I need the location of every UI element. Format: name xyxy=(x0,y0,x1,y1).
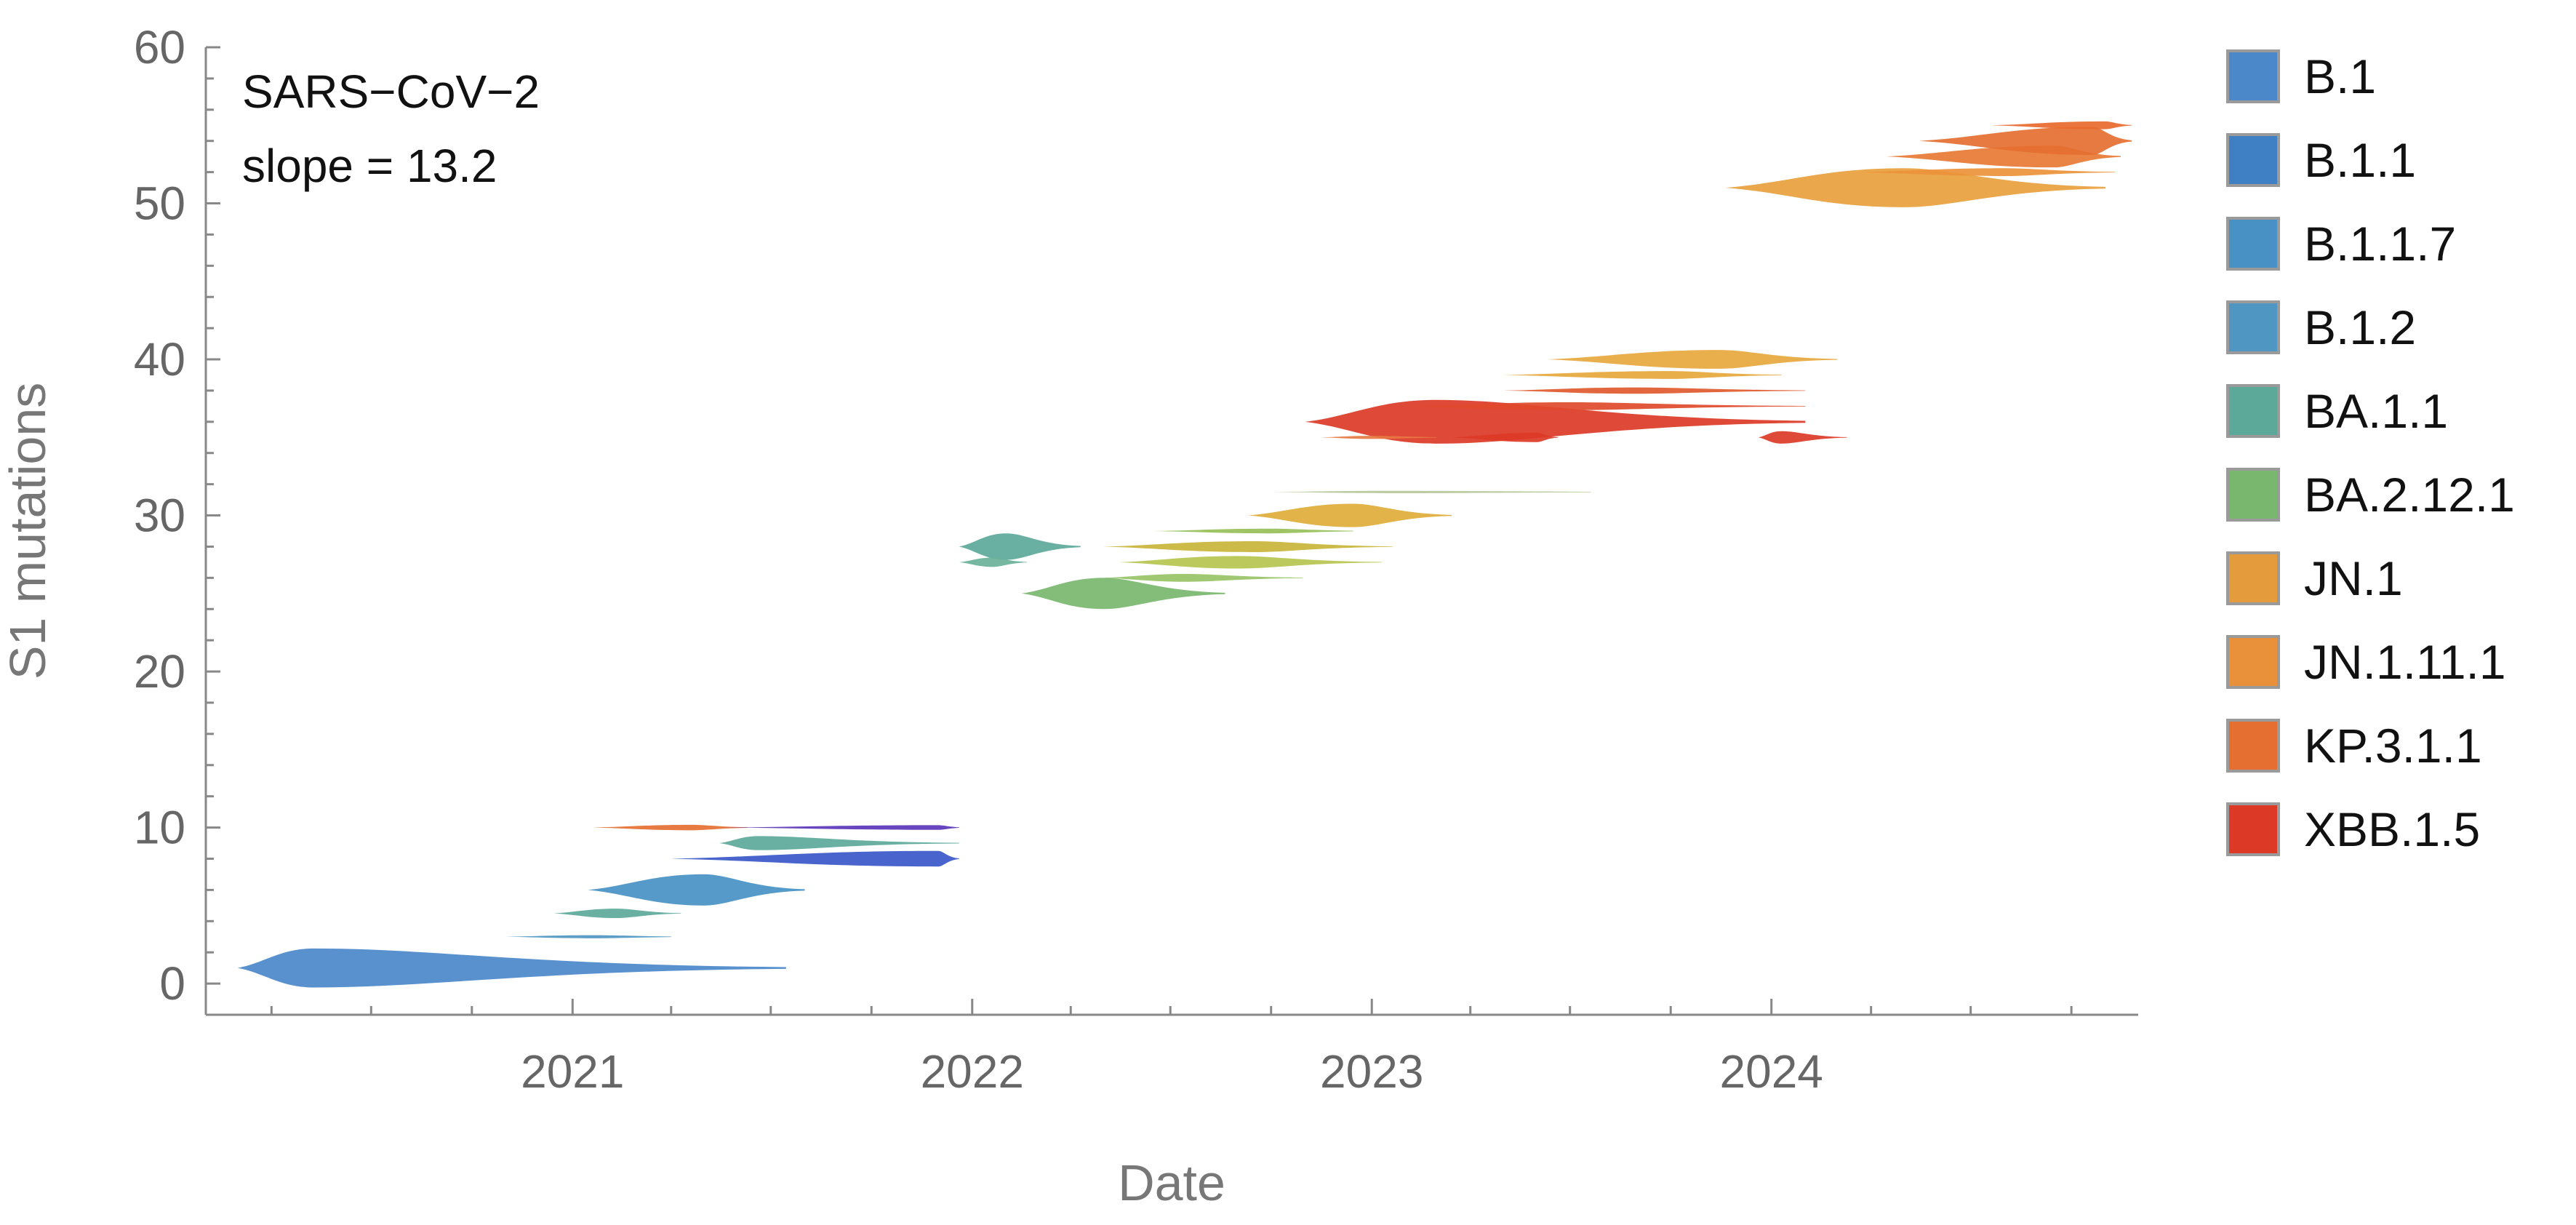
lineage-0 xyxy=(237,948,786,988)
lineage-7 xyxy=(724,825,959,830)
legend-label: JN.1.11.1 xyxy=(2304,635,2506,689)
y-tick-label: 30 xyxy=(134,490,185,542)
y-tick-label: 0 xyxy=(159,957,185,1010)
x-tick-label: 2021 xyxy=(521,1045,624,1098)
lineage-10 xyxy=(1021,578,1225,610)
lineage-5 xyxy=(719,836,959,850)
lineage-3 xyxy=(588,874,805,906)
y-tick-label: 40 xyxy=(134,333,185,386)
lineage-26 xyxy=(1857,168,2116,176)
y-tick-label: 20 xyxy=(134,645,185,698)
lineage-8 xyxy=(959,533,1081,560)
lineage-29 xyxy=(1991,121,2132,129)
legend-swatch xyxy=(2226,719,2280,773)
legend-swatch xyxy=(2226,300,2280,354)
lineage-23 xyxy=(1547,350,1838,369)
lineage-28 xyxy=(1919,127,2132,156)
legend-label: JN.1 xyxy=(2304,551,2403,605)
legend-swatch xyxy=(2226,49,2280,103)
lineage-22 xyxy=(1503,371,1782,379)
x-tick-label: 2023 xyxy=(1320,1045,1423,1098)
legend: B.1 B.1.1 B.1.1.7 B.1.2 BA.1.1 BA.2.12.1 JN.1 J… xyxy=(2226,49,2515,856)
lineage-18 xyxy=(1320,436,1437,439)
lineage-20 xyxy=(1405,402,1806,410)
legend-swatch xyxy=(2226,384,2280,438)
legend-label: BA.2.12.1 xyxy=(2304,468,2515,522)
lineage-15 xyxy=(1248,503,1452,527)
lineage-25 xyxy=(1725,168,2105,207)
x-tick-label: 2024 xyxy=(1720,1045,1823,1098)
legend-swatch xyxy=(2226,551,2280,605)
lineage-6 xyxy=(593,824,748,831)
legend-label: B.1.1.7 xyxy=(2304,217,2456,271)
legend-label: B.1.2 xyxy=(2304,300,2416,354)
x-ticks: 2021 2022 2023 2024 xyxy=(270,999,2073,1098)
legend-swatch xyxy=(2226,468,2280,522)
x-axis-label: Date xyxy=(1118,1154,1225,1211)
lineage-16 xyxy=(1271,490,1591,493)
legend-label: B.1.1 xyxy=(2304,133,2416,187)
lineage-2 xyxy=(553,909,681,918)
x-tick-label: 2022 xyxy=(921,1045,1024,1098)
lineage-11 xyxy=(1103,573,1303,582)
lineage-12 xyxy=(1119,556,1382,569)
y-tick-label: 50 xyxy=(134,177,185,230)
axes xyxy=(204,47,2138,1016)
annotation-slope: slope = 13.2 xyxy=(242,140,497,192)
lineage-17 xyxy=(1305,399,1806,444)
y-tick-label: 60 xyxy=(134,21,185,73)
y-ticks: 0 10 20 30 40 50 60 xyxy=(134,21,220,1010)
legend-label: B.1 xyxy=(2304,49,2376,103)
legend-label: KP.3.1.1 xyxy=(2304,719,2482,773)
lineage-21 xyxy=(1503,387,1806,394)
y-axis-label: S1 mutations xyxy=(0,383,56,680)
lineage-1 xyxy=(505,935,671,938)
lineage-9 xyxy=(959,557,1028,567)
legend-swatch xyxy=(2226,635,2280,689)
annotation-virus: SARS−CoV−2 xyxy=(242,65,540,118)
lineage-4 xyxy=(671,850,959,867)
legend-swatch xyxy=(2226,217,2280,271)
lineage-13 xyxy=(1103,540,1393,552)
legend-swatch xyxy=(2226,133,2280,187)
legend-swatch xyxy=(2226,802,2280,856)
legend-label: XBB.1.5 xyxy=(2304,802,2480,856)
legend-label: BA.1.1 xyxy=(2304,384,2448,438)
y-tick-label: 10 xyxy=(134,802,185,854)
lineage-14 xyxy=(1153,528,1353,534)
lineage-19 xyxy=(1452,432,1559,442)
lineage-24 xyxy=(1758,431,1847,444)
plot-area xyxy=(237,121,2132,988)
